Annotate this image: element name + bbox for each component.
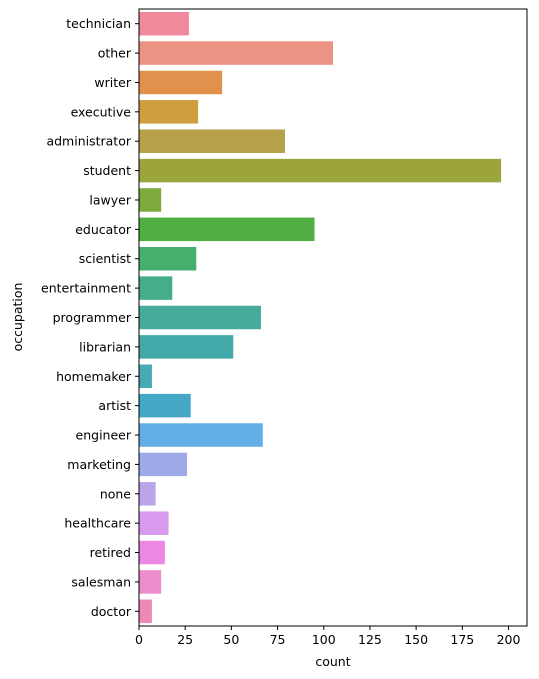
y-tick-label-marketing: marketing: [67, 457, 131, 472]
bar-artist: [139, 393, 191, 418]
bar-doctor: [139, 599, 152, 624]
bar-administrator: [139, 129, 285, 153]
bar-homemaker: [139, 364, 152, 389]
bar-engineer: [139, 423, 263, 447]
y-tick-label-lawyer: lawyer: [89, 192, 131, 207]
bar-entertainment: [139, 276, 173, 300]
y-tick-label-none: none: [100, 486, 131, 501]
y-tick-label-engineer: engineer: [76, 428, 132, 443]
y-tick-label-healthcare: healthcare: [64, 516, 131, 531]
bar-other: [139, 41, 333, 65]
bar-healthcare: [139, 511, 169, 535]
y-tick-label-other: other: [98, 46, 132, 61]
x-tick-label-100: 100: [312, 632, 336, 647]
y-tick-label-student: student: [83, 163, 131, 178]
bar-salesman: [139, 570, 162, 594]
y-tick-label-programmer: programmer: [53, 310, 132, 325]
x-tick-label-25: 25: [177, 632, 193, 647]
y-tick-label-administrator: administrator: [46, 134, 131, 149]
y-axis-title: occupation: [10, 283, 25, 352]
bars-group: [139, 11, 502, 624]
x-tick-label-0: 0: [135, 632, 143, 647]
bar-student: [139, 158, 502, 183]
x-tick-label-75: 75: [270, 632, 286, 647]
x-tick-label-125: 125: [358, 632, 382, 647]
y-tick-label-executive: executive: [71, 104, 132, 119]
x-tick-label-150: 150: [404, 632, 428, 647]
bar-none: [139, 482, 156, 506]
bar-retired: [139, 540, 165, 565]
bar-programmer: [139, 305, 261, 330]
x-tick-label-200: 200: [497, 632, 521, 647]
bar-writer: [139, 70, 223, 95]
x-axis-title: count: [315, 654, 350, 669]
y-tick-label-doctor: doctor: [91, 604, 132, 619]
y-tick-label-retired: retired: [90, 545, 131, 560]
x-tick-label-175: 175: [450, 632, 474, 647]
y-tick-label-salesman: salesman: [71, 574, 131, 589]
y-tick-label-homemaker: homemaker: [56, 369, 132, 384]
y-axis-ticks: technician other writer executive administra…: [41, 16, 139, 619]
y-tick-label-writer: writer: [94, 75, 131, 90]
y-tick-label-artist: artist: [98, 398, 131, 413]
bar-scientist: [139, 246, 197, 271]
bar-educator: [139, 217, 315, 242]
y-tick-label-entertainment: entertainment: [41, 281, 131, 296]
y-tick-label-technician: technician: [66, 16, 131, 31]
bar-librarian: [139, 335, 234, 359]
bar-lawyer: [139, 188, 162, 212]
bar-executive: [139, 100, 199, 124]
y-tick-label-scientist: scientist: [79, 251, 131, 266]
y-tick-label-librarian: librarian: [79, 339, 131, 354]
x-axis-ticks: 0 25 50 75 100 125 150 175 200: [135, 626, 520, 647]
x-tick-label-50: 50: [223, 632, 239, 647]
y-tick-label-educator: educator: [75, 222, 132, 237]
bar-marketing: [139, 452, 188, 477]
bar-technician: [139, 11, 189, 36]
plot-frame: [138, 8, 528, 627]
